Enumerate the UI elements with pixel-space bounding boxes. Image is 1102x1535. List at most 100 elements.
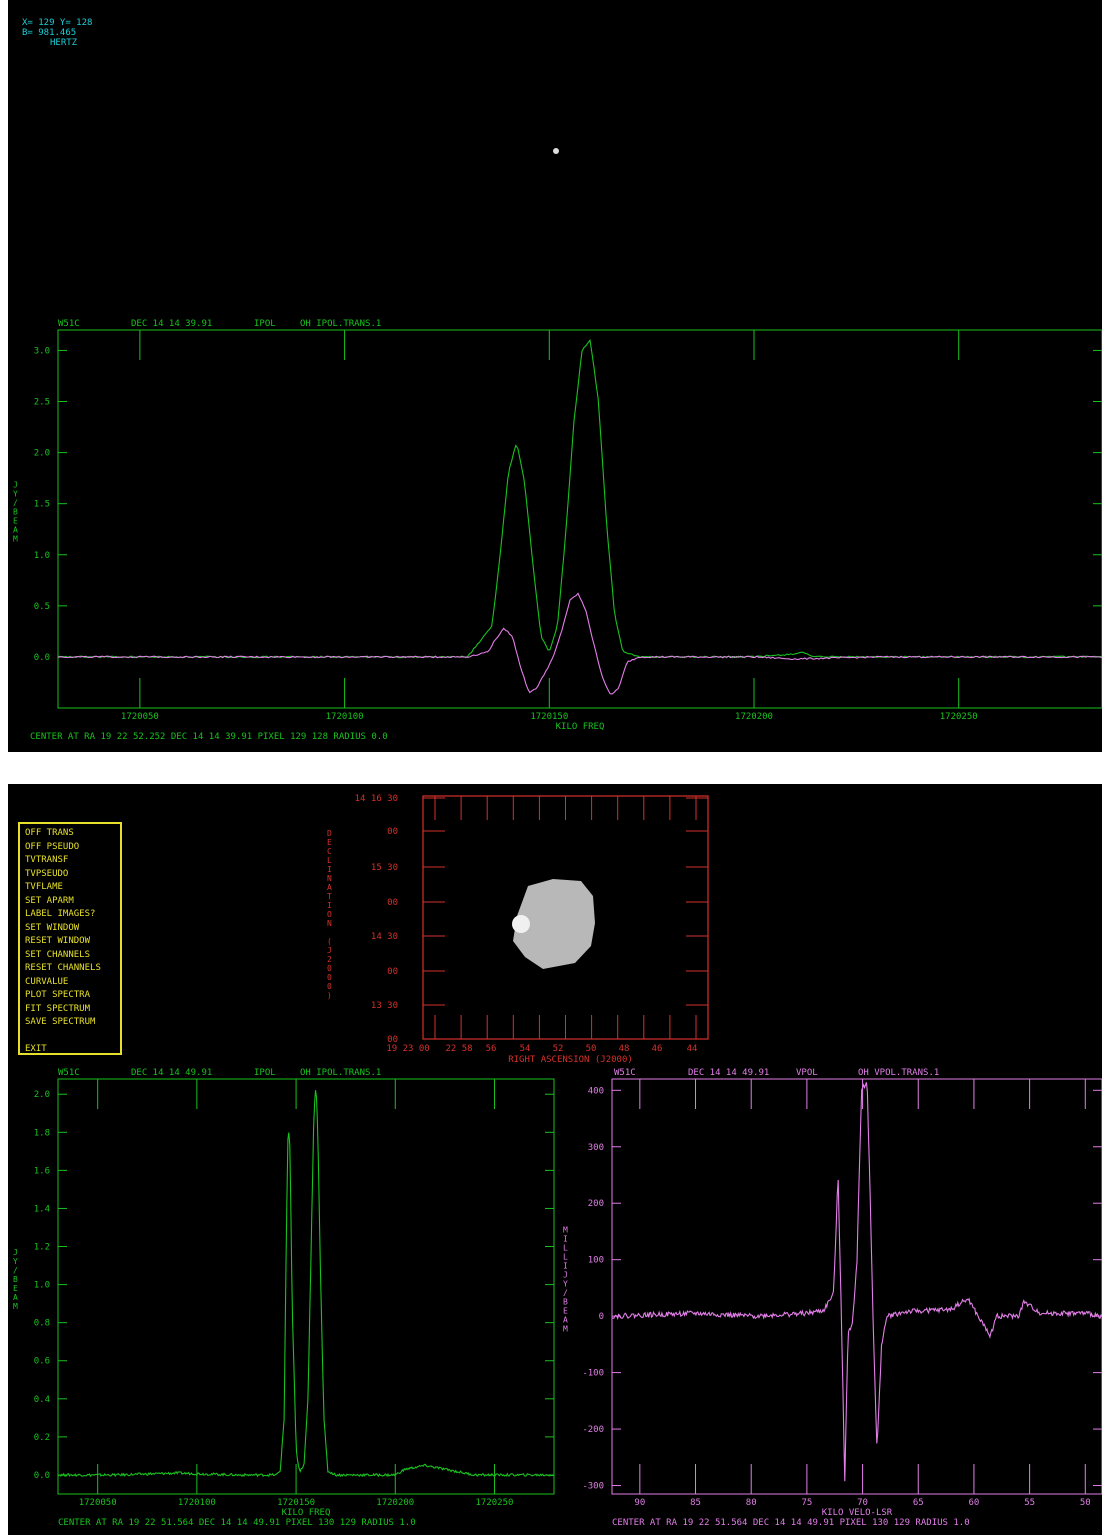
y-tick-label: 2.0 bbox=[34, 1090, 50, 1100]
plot-header-2: VPOL bbox=[796, 1068, 818, 1078]
plot-footer: CENTER AT RA 19 22 52.252 DEC 14 14 39.9… bbox=[30, 732, 388, 742]
map-y-tick-label: 00 bbox=[387, 1035, 398, 1045]
x-tick-label: 75 bbox=[801, 1498, 812, 1508]
menu-item-reset-window[interactable]: RESET WINDOW bbox=[25, 936, 91, 946]
menu-item-label-images[interactable]: LABEL IMAGES? bbox=[25, 909, 96, 919]
plot-footer: CENTER AT RA 19 22 51.564 DEC 14 14 49.9… bbox=[58, 1518, 416, 1528]
map-x-tick-label: 52 bbox=[553, 1044, 564, 1054]
map-y-tick-label: 00 bbox=[387, 827, 398, 837]
y-tick-label: 0.0 bbox=[34, 1471, 50, 1481]
menu-item-set-aparm[interactable]: SET APARM bbox=[25, 895, 74, 906]
bottom-left-spectrum-plot: W51C DEC 14 14 49.91 IPOL OH IPOL.TRANS.1 17… bbox=[13, 1068, 555, 1528]
y-tick-label: 0.6 bbox=[34, 1357, 50, 1367]
x-axis-label: KILO VELO-LSR bbox=[822, 1508, 893, 1518]
x-tick-label: 80 bbox=[746, 1498, 757, 1508]
plot-footer: CENTER AT RA 19 22 51.564 DEC 14 14 49.9… bbox=[612, 1518, 970, 1528]
x-tick-label: 1720250 bbox=[940, 712, 978, 722]
y-tick-label: 100 bbox=[588, 1256, 604, 1266]
y-axis-label: J Y / B E A M bbox=[13, 481, 18, 544]
x-tick-label: 1720200 bbox=[735, 712, 773, 722]
cursor-readout: X= 129 Y= 128 B= 981.465 HERTZ bbox=[22, 18, 92, 48]
x-tick-label: 90 bbox=[634, 1498, 645, 1508]
plot-header-2: IPOL bbox=[254, 1068, 276, 1078]
menu-item-curvalue[interactable]: CURVALUE bbox=[25, 976, 69, 987]
map-y-tick-label: 14 30 bbox=[371, 932, 398, 942]
map-x-tick-label: 50 bbox=[586, 1044, 597, 1054]
y-tick-label: 1.4 bbox=[34, 1204, 50, 1214]
y-tick-label: 2.0 bbox=[34, 449, 50, 459]
plot-header-0: W51C bbox=[58, 319, 80, 329]
y-tick-label: 0.0 bbox=[34, 653, 50, 663]
plot-frame bbox=[57, 1078, 555, 1495]
y-tick-label: 1.0 bbox=[34, 551, 50, 561]
series-line-green bbox=[57, 1090, 555, 1478]
source-image[interactable] bbox=[512, 879, 595, 969]
menu-item-tvpseudo[interactable]: TVPSEUDO bbox=[25, 868, 69, 879]
menu-item-off-trans[interactable]: OFF TRANS bbox=[25, 828, 74, 838]
plot-header-3: OH IPOL.TRANS.1 bbox=[300, 319, 381, 329]
map-y-tick-label: 14 16 30 bbox=[355, 794, 398, 804]
bottom-right-spectrum-plot: W51C DEC 14 14 49.91 VPOL OH VPOL.TRANS.1 90… bbox=[563, 1068, 1102, 1528]
plot-frame bbox=[611, 1078, 1102, 1495]
x-tick-label: 65 bbox=[913, 1498, 924, 1508]
y-tick-label: 0.8 bbox=[34, 1319, 50, 1329]
plot-header-0: W51C bbox=[614, 1068, 636, 1078]
x-tick-label: 1720050 bbox=[121, 712, 159, 722]
map-x-tick-label: 54 bbox=[520, 1044, 531, 1054]
map-x-tick-label: 56 bbox=[486, 1044, 497, 1054]
map-x-tick-label: 44 bbox=[687, 1044, 698, 1054]
channel-map-plot: 19 23 00 22 58 56 54 52 50 48 46 44 RIGHT ASCENSI… bbox=[327, 794, 709, 1065]
menu-item-tvtransf[interactable]: TVTRANSF bbox=[25, 855, 69, 865]
plot-header-3: OH VPOL.TRANS.1 bbox=[858, 1068, 939, 1078]
menu-item-set-channels[interactable]: SET CHANNELS bbox=[25, 949, 91, 960]
y-tick-label: -100 bbox=[582, 1369, 604, 1379]
map-y-tick-label: 13 30 bbox=[371, 1001, 398, 1011]
plot-header-0: W51C bbox=[58, 1068, 80, 1078]
map-x-tick-label: 46 bbox=[652, 1044, 663, 1054]
y-tick-label: 300 bbox=[588, 1143, 604, 1153]
y-tick-label: 1.2 bbox=[34, 1243, 50, 1253]
x-tick-label: 1720150 bbox=[277, 1498, 315, 1508]
menu-item-exit[interactable]: EXIT bbox=[25, 1044, 47, 1054]
menu-item-fit-spectrum[interactable]: FIT SPECTRUM bbox=[25, 1003, 91, 1014]
y-tick-label: 2.5 bbox=[34, 398, 50, 408]
x-axis-label: KILO FREQ bbox=[556, 722, 605, 732]
y-tick-label: 3.0 bbox=[34, 346, 50, 356]
map-y-tick-label: 15 30 bbox=[371, 863, 398, 873]
map-y-tick-label: 00 bbox=[387, 967, 398, 977]
menu-item-set-window[interactable]: SET WINDOW bbox=[25, 922, 80, 933]
menu-item-save-spectrum[interactable]: SAVE SPECTRUM bbox=[25, 1017, 96, 1027]
y-tick-label: 0 bbox=[599, 1312, 604, 1322]
plot-header-2: IPOL bbox=[254, 319, 276, 329]
x-tick-label: 1720250 bbox=[476, 1498, 514, 1508]
y-tick-label: 1.5 bbox=[34, 500, 50, 510]
y-tick-label: 1.6 bbox=[34, 1166, 50, 1176]
top-tv-display: X= 129 Y= 128 B= 981.465 HERTZ W51C DEC 14 … bbox=[8, 0, 1102, 752]
x-tick-label: 1720200 bbox=[376, 1498, 414, 1508]
menu-item-tvflame[interactable]: TVFLAME bbox=[25, 882, 63, 892]
menu-item-off-pseudo[interactable]: OFF PSEUDO bbox=[25, 841, 80, 852]
x-tick-label: 55 bbox=[1024, 1498, 1035, 1508]
plot-header-1: DEC 14 14 49.91 bbox=[688, 1068, 769, 1078]
menu-item-reset-channels[interactable]: RESET CHANNELS bbox=[25, 963, 101, 973]
y-axis-label: J Y / B E A M bbox=[13, 1248, 18, 1311]
cursor-xy: X= 129 Y= 128 bbox=[22, 18, 93, 28]
menu-item-plot-spectra[interactable]: PLOT SPECTRA bbox=[25, 990, 91, 1000]
y-axis-label: M I L L I J Y / B E A M bbox=[563, 1226, 568, 1334]
map-x-axis-label: RIGHT ASCENSION (J2000) bbox=[508, 1055, 633, 1065]
map-x-tick-label: 22 58 bbox=[445, 1044, 472, 1054]
source-bright-spot bbox=[512, 915, 530, 933]
cursor-marker[interactable] bbox=[553, 148, 559, 154]
y-tick-label: 200 bbox=[588, 1199, 604, 1209]
y-tick-label: -300 bbox=[582, 1482, 604, 1492]
x-tick-label: 85 bbox=[690, 1498, 701, 1508]
map-y-tick-label: 00 bbox=[387, 898, 398, 908]
cursor-value: B= 981.465 bbox=[22, 28, 77, 38]
y-tick-label: 0.2 bbox=[34, 1433, 50, 1443]
y-tick-label: 1.0 bbox=[34, 1281, 50, 1291]
top-spectrum-plot: W51C DEC 14 14 39.91 IPOL OH IPOL.TRANS.1 17… bbox=[13, 319, 1102, 742]
source-blob bbox=[513, 879, 595, 969]
x-axis-label: KILO FREQ bbox=[282, 1508, 331, 1518]
bottom-tv-display: OFF TRANS OFF PSEUDO TVTRANSF TVPSEUDO TVFLA… bbox=[8, 784, 1102, 1535]
